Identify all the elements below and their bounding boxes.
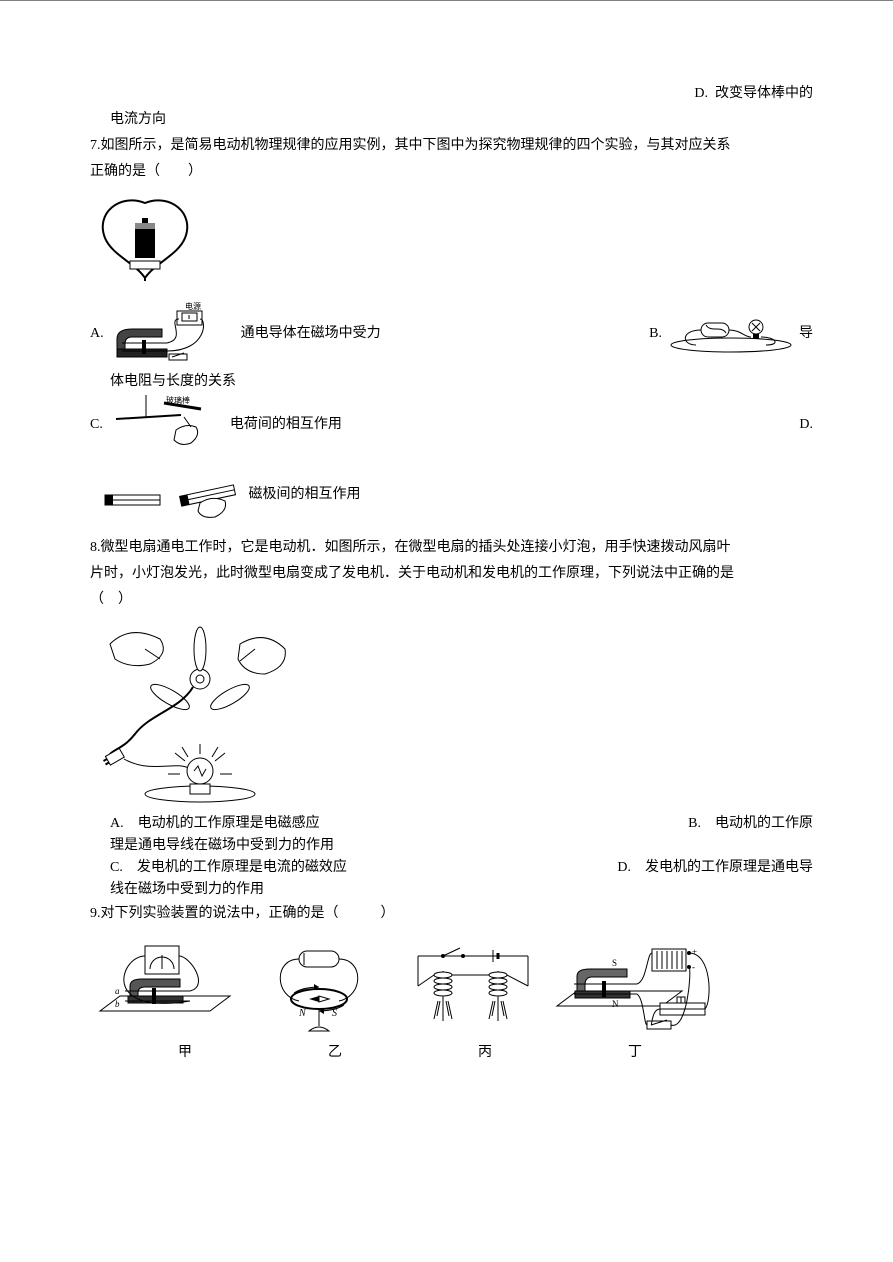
svg-text:b: b bbox=[115, 999, 120, 1009]
q8-option-c: C. 发电机的工作原理是电流的磁效应 bbox=[110, 857, 347, 879]
prev-option-d-line: D. 改变导体棒中的 bbox=[90, 81, 813, 107]
q8-option-d-cont: 线在磁场中受到力的作用 bbox=[90, 879, 813, 901]
q7-opt-c-figure: 玻璃棒 bbox=[106, 395, 226, 455]
q8-option-a: A. 电动机的工作原理是电磁感应 bbox=[110, 813, 320, 835]
q8-number: 8. bbox=[90, 540, 101, 555]
q7-option-a: A. 电源 bbox=[90, 299, 381, 369]
q7-opt-a-figure: 电源 bbox=[107, 299, 237, 369]
q9-cap-jia: 甲 bbox=[110, 1041, 260, 1061]
q9-stem: 9.对下列实验装置的说法中，正确的是（ ） bbox=[90, 901, 813, 927]
q9-captions: 甲 乙 丙 丁 bbox=[110, 1041, 710, 1061]
exam-page: D. 改变导体棒中的 电流方向 7.如图所示，是简易电动机物理规律的应用实例，其… bbox=[0, 0, 893, 1262]
q7-option-d-detached: 磁极间的相互作用 bbox=[90, 465, 813, 525]
svg-text:+: + bbox=[692, 947, 697, 957]
q8-option-b-cont: 理是通电导线在磁场中受到力的作用 bbox=[90, 835, 813, 857]
svg-text:a: a bbox=[115, 986, 120, 996]
prev-option-d-label: D. bbox=[694, 81, 708, 107]
q9-fig-jia: a b bbox=[90, 941, 240, 1041]
q7-option-d-label-only: D. bbox=[799, 412, 813, 438]
prev-option-d-cont: 电流方向 bbox=[90, 107, 813, 133]
prev-option-d-text: 改变导体棒中的 bbox=[715, 81, 813, 107]
q9-cap-ding: 丁 bbox=[560, 1041, 710, 1061]
q8-stem-line1: 8.微型电扇通电工作时，它是电动机．如图所示，在微型电扇的插头处连接小灯泡，用手… bbox=[90, 535, 813, 561]
q9-number: 9. bbox=[90, 906, 101, 921]
q8-stem-line3: （ ） bbox=[90, 587, 813, 613]
q7-stem-line2: 正确的是（ ） bbox=[90, 159, 813, 185]
q9-fig-yi: N S bbox=[244, 941, 394, 1041]
q8-option-d: D. 发电机的工作原理是通电导 bbox=[617, 857, 813, 879]
q8-option-b: B. 电动机的工作原 bbox=[688, 813, 813, 835]
q9-figures-row: a b N S bbox=[90, 941, 730, 1041]
q8-row-ab: A. 电动机的工作原理是电磁感应 B. 电动机的工作原 bbox=[90, 813, 813, 835]
svg-text:N: N bbox=[298, 1008, 307, 1019]
svg-text:-: - bbox=[692, 962, 695, 972]
svg-text:N: N bbox=[612, 999, 619, 1009]
svg-text:S: S bbox=[612, 958, 617, 968]
q7-option-c-row: C. 玻璃棒 电荷间的相互作用 D. bbox=[90, 395, 813, 455]
q8-stem-line2: 片时，小灯泡发光，此时微型电扇变成了发电机．关于电动机和发电机的工作原理，下列说… bbox=[90, 561, 813, 587]
q7-option-b: B. 导 bbox=[649, 315, 813, 353]
q8-row-cd: C. 发电机的工作原理是电流的磁效应 D. 发电机的工作原理是通电导 bbox=[90, 857, 813, 879]
q7-option-b-cont: 体电阻与长度的关系 bbox=[90, 369, 813, 395]
svg-text:电源: 电源 bbox=[185, 301, 201, 311]
q7-stem-line1: 7.如图所示，是简易电动机物理规律的应用实例，其中下图中为探究物理规律的四个实验… bbox=[90, 133, 813, 159]
q8-figure bbox=[90, 619, 813, 809]
q9-cap-bing: 丙 bbox=[410, 1041, 560, 1061]
q7-main-figure bbox=[90, 193, 813, 293]
q7-number: 7. bbox=[90, 138, 101, 153]
q9-fig-bing bbox=[398, 941, 548, 1041]
q9-fig-ding: S N + - bbox=[552, 941, 722, 1041]
q7-option-a-row: A. 电源 bbox=[90, 299, 813, 369]
q7-opt-d-figure bbox=[100, 465, 245, 525]
q7-opt-b-figure bbox=[666, 315, 796, 353]
q7-option-c: C. 玻璃棒 电荷间的相互作用 bbox=[90, 395, 342, 455]
q9-cap-yi: 乙 bbox=[260, 1041, 410, 1061]
